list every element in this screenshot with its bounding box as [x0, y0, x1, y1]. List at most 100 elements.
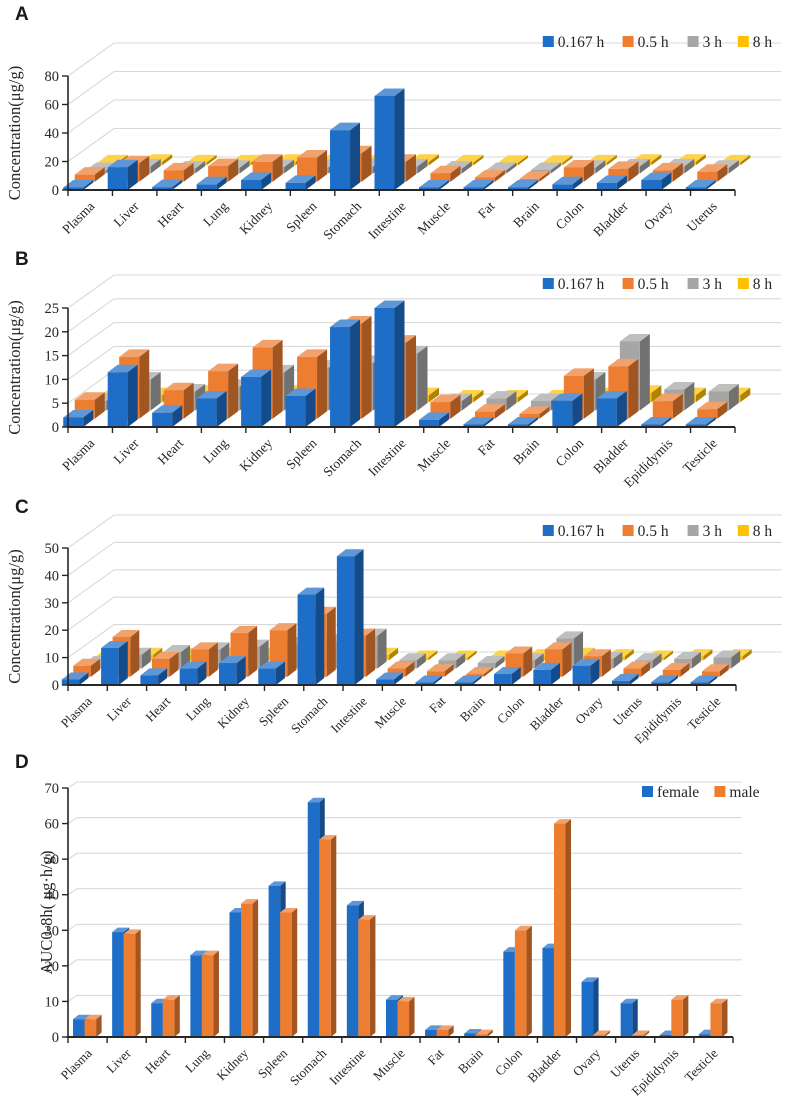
legend-swatch-0.167-h [542, 525, 554, 536]
gridline-40 [67, 541, 782, 576]
bar-Liver-side [127, 364, 138, 427]
gridline-40 [67, 99, 781, 134]
bar-Bladder-side [574, 631, 584, 669]
bar-Epididymis-side [680, 662, 690, 677]
bar-Lung-side [216, 176, 227, 190]
category-label-Fat: Fat [475, 435, 498, 458]
bar-Liver-side [127, 159, 138, 190]
bar-Fat [474, 411, 495, 419]
series-0.5-h [73, 606, 729, 677]
bar-Kidney [241, 180, 262, 190]
bar-Epididymis-side [682, 995, 689, 1037]
bar-Testicle-top [690, 675, 718, 683]
bar-Spleen-top [285, 175, 316, 183]
bar-Colon-side [572, 176, 583, 190]
bar-Testicle [710, 1003, 722, 1037]
bar-Uterus-side [643, 1030, 650, 1037]
bar-Brain-top [519, 171, 550, 179]
bar-Heart-side [206, 154, 217, 166]
category-label-Fat: Fat [424, 1045, 447, 1068]
category-label-Bladder: Bladder [590, 435, 631, 476]
bar-Bladder-side [551, 662, 561, 685]
bar-Liver-side [135, 929, 141, 1037]
legend-swatch-female [642, 786, 653, 797]
bar-Bladder-top [619, 333, 650, 342]
bar-Uterus [697, 171, 718, 182]
bar-Uterus [611, 680, 630, 685]
legend-label-3-h: 3 h [703, 523, 723, 540]
series-0.167-h [63, 88, 716, 190]
bar-Fat-top [463, 417, 494, 425]
bar-Ovary-top [593, 1030, 611, 1035]
bar-Brain-top [464, 1028, 482, 1034]
y-axis-title: Concentration(μg/g) [5, 300, 24, 434]
bar-Intestine [346, 905, 359, 1037]
bar-Colon-side [511, 667, 521, 685]
panel-d-label: D [15, 752, 29, 773]
category-label-Muscle: Muscle [414, 436, 453, 475]
category-label-Epididymis: Epididymis [621, 436, 676, 491]
bar-Ovary-top [581, 977, 599, 982]
bar-Lung-top [190, 950, 208, 956]
bar-Kidney-top [252, 339, 283, 348]
y-tick-label: 70 [45, 781, 60, 797]
bar-Lung-top [201, 950, 219, 956]
bar-Bladder-top [596, 175, 627, 183]
bar-Lung-top [208, 363, 239, 372]
bar-Epididymis-top [651, 675, 678, 683]
bar-Heart-top [152, 179, 183, 188]
bar-Liver-top [123, 929, 141, 934]
bar-Fat [415, 682, 434, 685]
bar-Muscle [385, 999, 398, 1037]
y-tick-label: 20 [45, 325, 60, 341]
bar-Bladder-top [553, 819, 572, 824]
panel-c-label: C [15, 497, 29, 518]
gridline-60 [67, 70, 781, 105]
bar-Testicle-top [697, 401, 728, 410]
bar-Intestine-side [406, 154, 417, 182]
bar-Bladder-side [651, 385, 662, 403]
bar-Colon [552, 184, 573, 190]
bar-Uterus-side [717, 164, 728, 182]
bar-Spleen [258, 668, 276, 685]
bar-Epididymis-top [662, 662, 690, 670]
bar-Testicle-side [731, 650, 741, 669]
bar-Bladder-side [639, 333, 650, 411]
bar-Testicle-top [710, 998, 728, 1004]
bar-Fat-side [506, 162, 517, 174]
bar-Colon [494, 674, 512, 685]
bar-Kidney-side [248, 625, 258, 677]
category-label-Colon: Colon [494, 693, 527, 726]
legend-swatch-0.167-h [542, 36, 554, 47]
bar-Colon-side [526, 925, 532, 1037]
bar-Epididymis [641, 424, 662, 427]
category-label-Intestine: Intestine [365, 436, 408, 479]
bar-Lung-top [196, 390, 227, 399]
legend: female male [642, 784, 760, 801]
y-tick-label: 40 [45, 568, 60, 584]
category-label-Testicle: Testicle [680, 436, 720, 476]
bar-Colon-side [595, 160, 606, 174]
bar-Epididymis-top [641, 417, 672, 425]
bar-Ovary-side [624, 649, 634, 661]
bar-Liver-side [118, 641, 128, 685]
y-tick-label: 15 [45, 349, 60, 365]
bar-Epididymis [652, 401, 673, 419]
bar-Kidney-top [230, 625, 258, 633]
legend: 0.167 h 0.5 h 3 h 8 h [542, 276, 772, 293]
bar-Uterus-top [697, 164, 728, 172]
bar-Fat [474, 177, 495, 182]
bar-Fat-side [467, 650, 477, 661]
bar-Brain-top [477, 656, 505, 664]
bar-Bladder [596, 398, 617, 427]
bar-Epididymis-side [691, 651, 701, 669]
bar-Testicle-side [740, 387, 751, 403]
bar-Spleen-side [305, 388, 316, 427]
bar-Ovary-side [672, 162, 683, 182]
category-label-Heart: Heart [154, 198, 186, 230]
bar-Brain-top [466, 667, 493, 675]
bar-Plasma [84, 1019, 97, 1037]
gridline-50 [67, 514, 782, 549]
panel-d-chart: 0 10 20 30 40 50 60 70 Plasma Liver Heart Lung Kidne… [37, 781, 760, 1099]
bar-Testicle-top [702, 664, 729, 672]
